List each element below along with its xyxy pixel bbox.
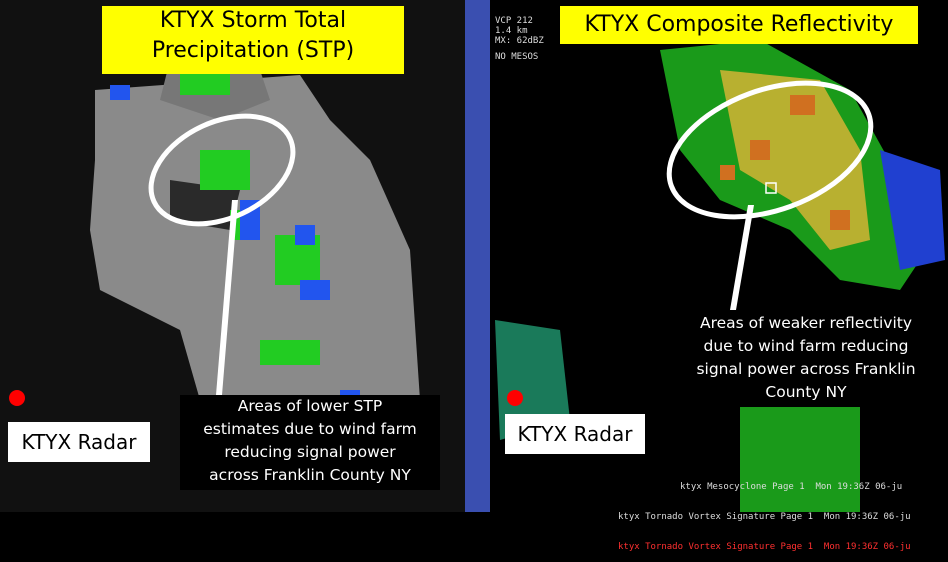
- radar-site: [507, 390, 523, 406]
- green-echo: [740, 400, 860, 512]
- status-line: ktyx Tornado Vortex Signature Page 1 Mon…: [618, 512, 911, 522]
- highlight-ellipse: [666, 80, 874, 220]
- site-marker: [765, 182, 777, 194]
- status-block: ktyx Mesocyclone Page 1 Mon 19:36Z 06-ju…: [618, 462, 911, 562]
- right-title: KTYX Composite Reflectivity: [560, 6, 918, 44]
- radar-site: [9, 390, 25, 406]
- radar-label: KTYX Radar: [8, 422, 150, 462]
- info-line: VCP 212: [495, 16, 533, 26]
- right-annotation: Areas of weaker reflectivity due to wind…: [672, 312, 940, 407]
- cyan-echo: [495, 320, 570, 440]
- left-annotation: Areas of lower STP estimates due to wind…: [180, 395, 440, 490]
- annotation-line: estimates due to wind farm: [203, 420, 417, 438]
- info-line: 1.4 km: [495, 26, 528, 36]
- annotation-line: signal power across Franklin: [696, 360, 916, 378]
- status-line: ktyx Tornado Vortex Signature Page 1 Mon…: [618, 542, 911, 552]
- arrow: [216, 200, 238, 395]
- annotation-line: reducing signal power: [224, 443, 396, 461]
- screenshot: KTYX Storm Total Precipitation (STP) Are…: [0, 0, 945, 552]
- highlight-ellipse: [148, 113, 296, 227]
- annotation-line: County NY: [765, 383, 847, 401]
- annotation-line: due to wind farm reducing: [703, 337, 909, 355]
- annotation-line: Areas of lower STP: [237, 397, 383, 415]
- annotation-line: Areas of weaker reflectivity: [699, 314, 912, 332]
- title-line: KTYX Storm Total: [159, 8, 347, 33]
- title-line: Precipitation (STP): [151, 38, 355, 63]
- divider: [465, 0, 490, 512]
- mesos-label: NO MESOS: [495, 52, 539, 62]
- blue-echo: [880, 150, 945, 270]
- annotation-line: across Franklin County NY: [209, 466, 411, 484]
- left-title: KTYX Storm Total Precipitation (STP): [102, 6, 404, 74]
- gray-echo: [90, 75, 420, 420]
- yellow-echo: [720, 70, 870, 250]
- radar-label: KTYX Radar: [505, 414, 645, 454]
- orange-echoes: [720, 95, 850, 230]
- dark-gap: [170, 180, 240, 230]
- status-line: ktyx Mesocyclone Page 1 Mon 19:36Z 06-ju: [680, 482, 903, 492]
- info-block: VCP 212 1.4 km MX: 62dBZ NO MESOS: [495, 16, 544, 62]
- info-line: MX: 62dBZ: [495, 36, 544, 46]
- arrow: [730, 205, 754, 310]
